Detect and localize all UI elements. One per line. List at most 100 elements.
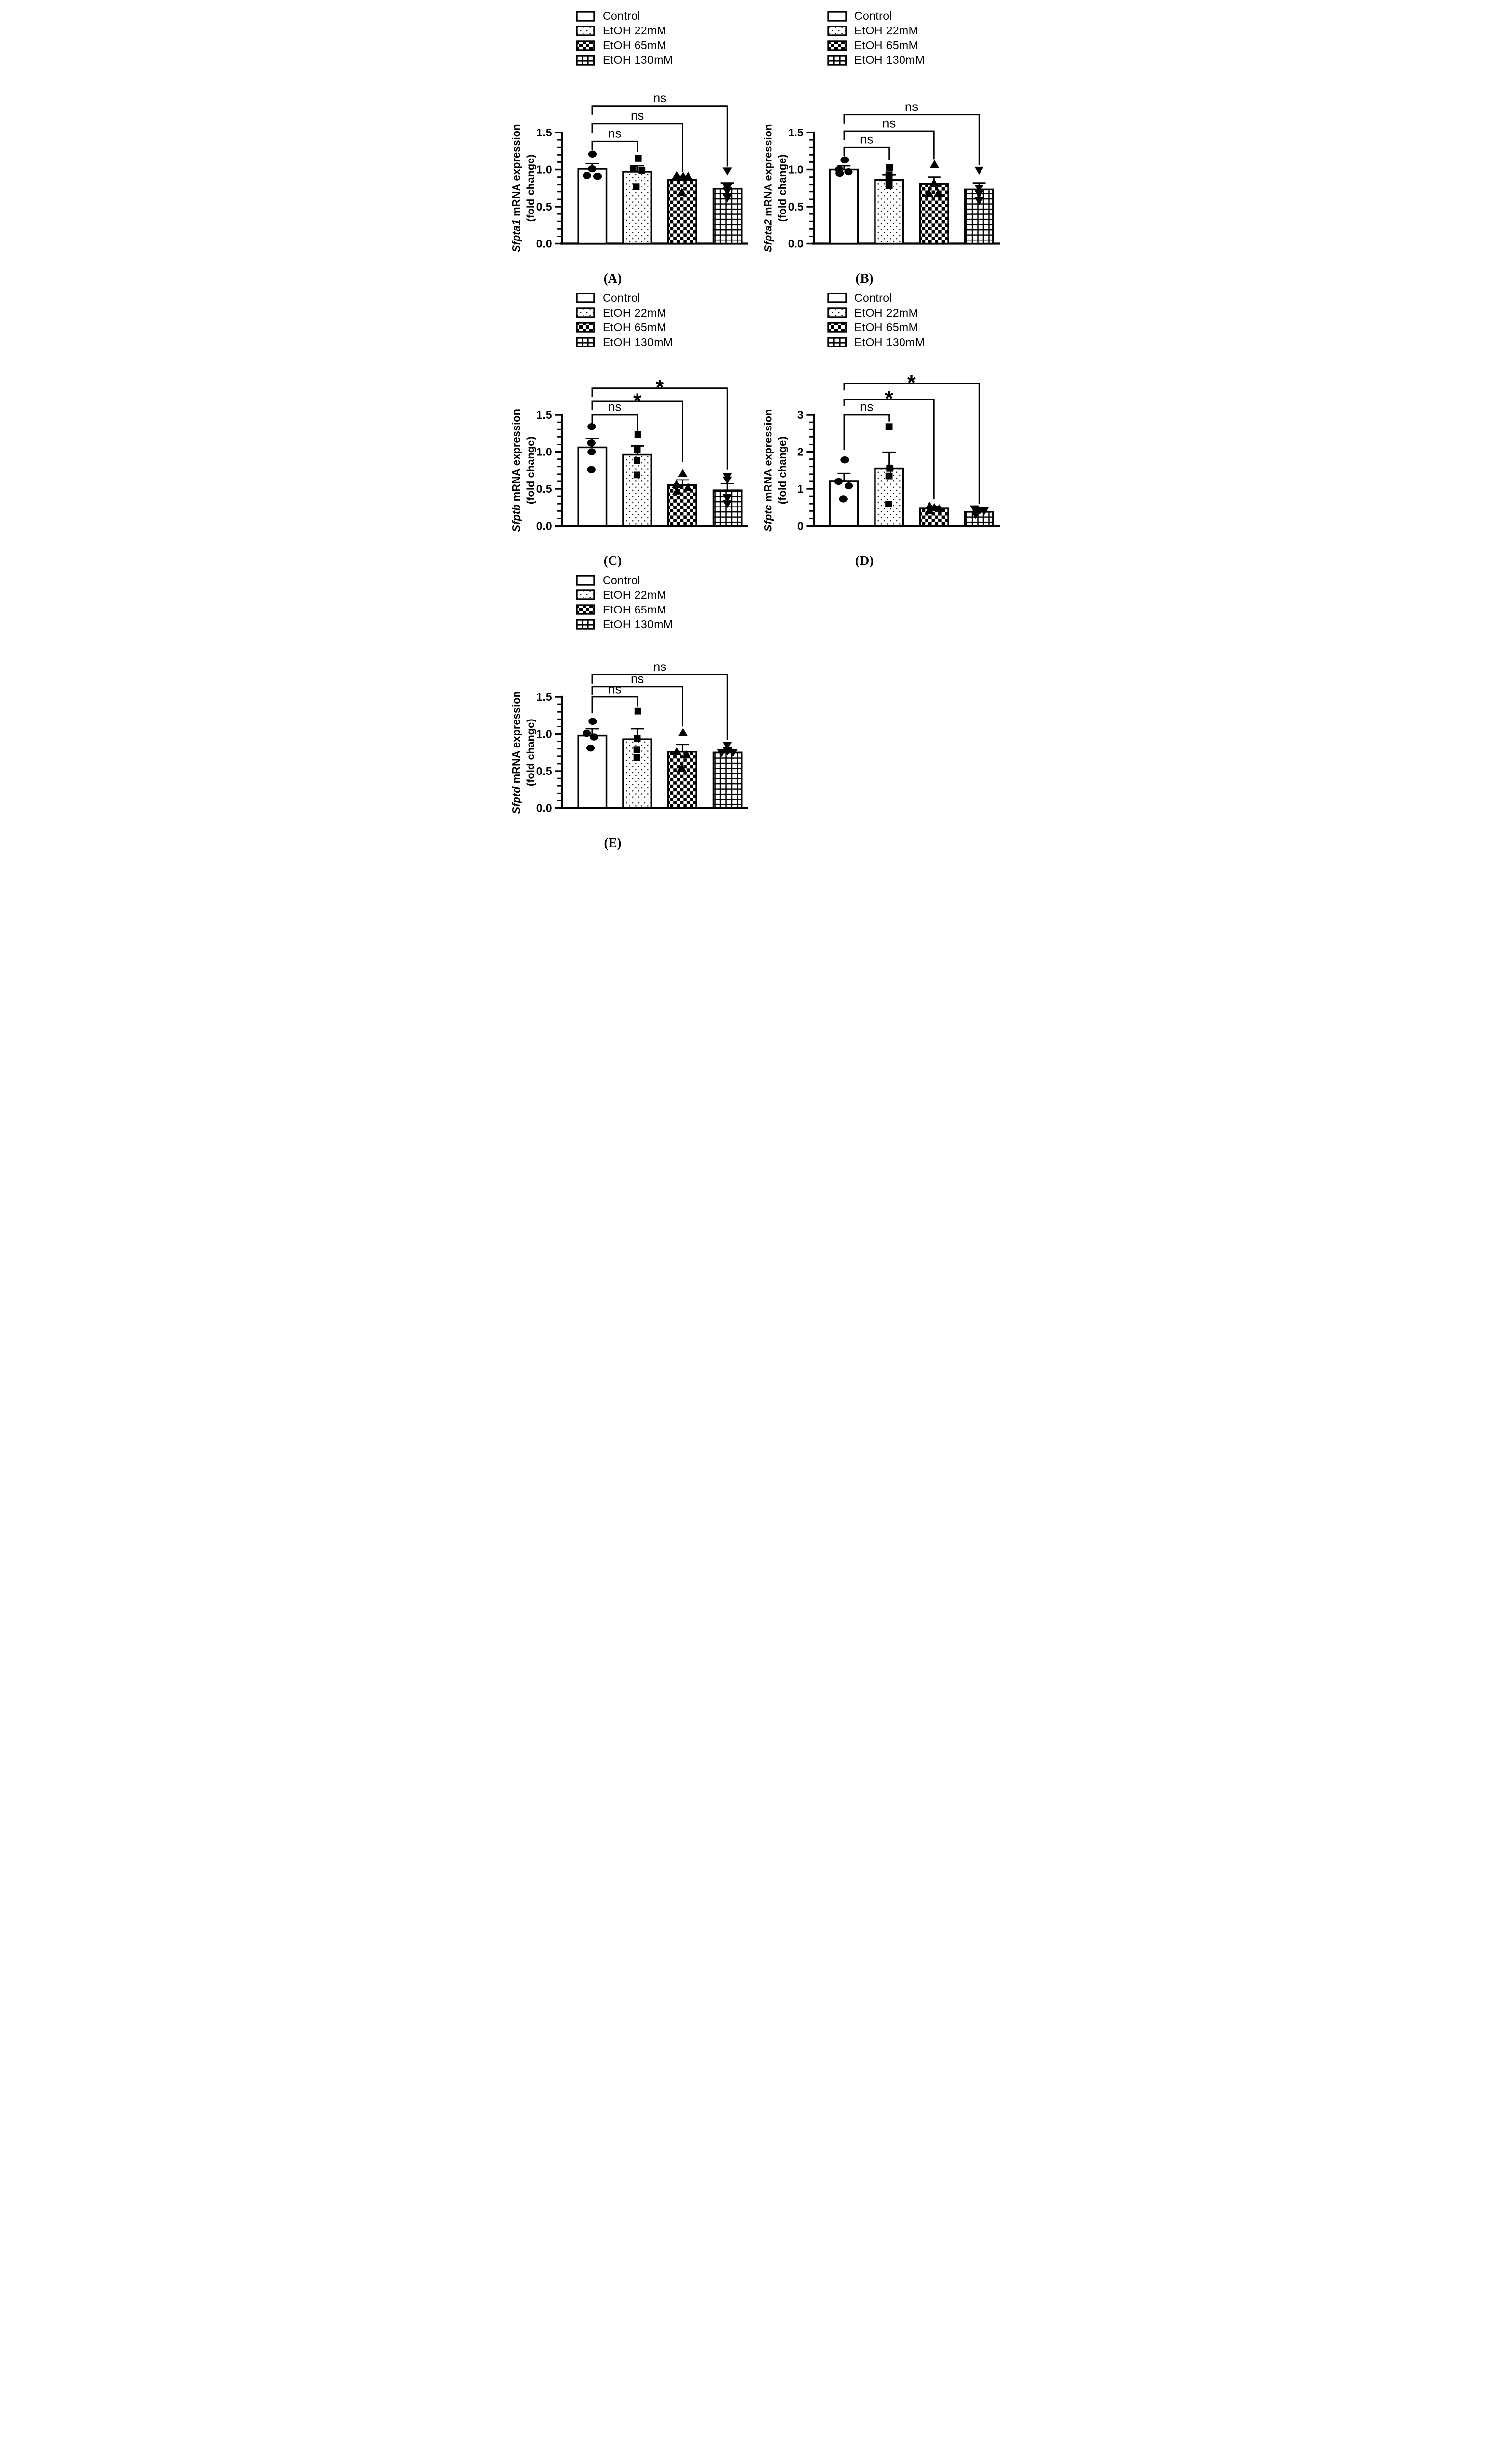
legend-item-etoh-22mm: EtOH 22mM — [827, 306, 1008, 320]
legend-swatch-dots — [576, 307, 595, 319]
svg-text:1.5: 1.5 — [536, 691, 552, 703]
svg-text:Sfptc mRNA expression: Sfptc mRNA expression — [762, 409, 774, 532]
sig-bracket-3: * — [843, 371, 980, 504]
points-etoh-22mm — [633, 707, 641, 761]
sig-bracket-1: ns — [591, 400, 638, 432]
svg-text:1.0: 1.0 — [536, 446, 552, 458]
svg-text:ns: ns — [905, 100, 918, 114]
bar-etoh-65mm — [667, 175, 697, 245]
svg-text:Sfpta1 mRNA expression: Sfpta1 mRNA expression — [510, 124, 523, 252]
legend-item-control: Control — [827, 292, 1008, 305]
svg-text:1.5: 1.5 — [788, 126, 804, 139]
legend-swatch-open — [576, 10, 595, 22]
svg-text:1.0: 1.0 — [536, 163, 552, 176]
legend-item-etoh-65mm: EtOH 65mM — [576, 39, 756, 52]
legend-item-etoh-65mm: EtOH 65mM — [827, 39, 1008, 52]
points-etoh-65mm — [672, 469, 693, 495]
points-etoh-65mm — [924, 160, 944, 197]
legend-label: EtOH 130mM — [854, 335, 925, 348]
sig-bracket-3: ns — [591, 91, 728, 167]
points-control — [835, 156, 853, 177]
bar-etoh-130mm — [712, 748, 743, 809]
legend-label: EtOH 130mM — [603, 617, 673, 631]
chart-canvas-D: 0 1 2 3 Sfptc mRNA expression (fold change) — [762, 371, 1000, 533]
legend-item-etoh-130mm: EtOH 130mM — [576, 336, 756, 349]
bar-etoh-22mm — [622, 165, 653, 245]
legend-item-etoh-22mm: EtOH 22mM — [576, 306, 756, 320]
points-etoh-65mm — [925, 501, 944, 514]
legend-label: EtOH 130mM — [603, 53, 673, 66]
sig-bracket-1: ns — [591, 682, 638, 714]
points-etoh-130mm — [717, 741, 738, 757]
legend-item-control: Control — [576, 9, 756, 23]
points-etoh-65mm — [672, 728, 691, 772]
y-axis-label: Sfpta2 mRNA expression (fold change) — [762, 124, 789, 252]
svg-text:Sfpta2 mRNA expression: Sfpta2 mRNA expression — [762, 124, 774, 252]
error-bar — [837, 165, 851, 170]
caption-B: (B) — [855, 270, 874, 286]
svg-text:(fold change): (fold change) — [776, 436, 788, 504]
sig-bracket-3: ns — [843, 100, 980, 165]
legend-label: Control — [603, 573, 640, 587]
svg-text:*: * — [633, 389, 642, 413]
chart-canvas-E: 0.0 0.5 1.0 1.5 Sfptd mRNA expression (fold… — [510, 660, 748, 815]
legend-swatch-checker — [827, 322, 847, 333]
y-tick-labels: 0.0 0.5 1.0 1.5 — [536, 126, 552, 250]
svg-text:*: * — [885, 387, 894, 411]
svg-text:1.5: 1.5 — [536, 408, 552, 421]
error-bar — [675, 479, 689, 485]
legend-item-etoh-22mm: EtOH 22mM — [576, 24, 756, 37]
bar-control — [577, 728, 608, 809]
chart-canvas-A: 0.0 0.5 1.0 1.5 Sfpta1 mRNA expression (fol… — [510, 91, 748, 252]
points-etoh-22mm — [629, 155, 646, 190]
panel-D: Control EtOH 22mM — [756, 286, 1008, 568]
svg-text:1.0: 1.0 — [788, 163, 804, 176]
y-ticks — [555, 132, 562, 245]
points-control — [587, 423, 596, 473]
sig-bracket-1: ns — [843, 400, 890, 450]
legend-A: Control EtOH 22mM — [576, 8, 756, 68]
svg-text:1: 1 — [797, 482, 804, 495]
legend-swatch-open — [576, 575, 595, 586]
legend-swatch-grid — [576, 619, 595, 630]
svg-text:3: 3 — [797, 408, 804, 421]
points-etoh-130mm — [722, 473, 732, 508]
sig-bracket-3: ns — [591, 660, 728, 740]
sig-bracket-2: ns — [591, 109, 683, 172]
legend-item-control: Control — [576, 292, 756, 305]
bar-etoh-22mm — [874, 451, 904, 527]
bar-control — [577, 163, 608, 245]
legend-swatch-grid — [576, 337, 595, 348]
sig-bracket-1: ns — [591, 127, 638, 152]
legend-D: Control EtOH 22mM — [827, 290, 1008, 350]
chart-canvas-B: 0.0 0.5 1.0 1.5 Sfpta2 mRNA expression (fol… — [762, 100, 1000, 252]
bar-control — [829, 472, 859, 527]
svg-text:0: 0 — [797, 520, 804, 533]
legend-item-etoh-65mm: EtOH 65mM — [576, 603, 756, 616]
bar-control — [829, 165, 859, 245]
sig-bracket-2: * — [591, 389, 683, 462]
svg-text:(fold change): (fold change) — [524, 154, 536, 222]
legend-swatch-checker — [827, 40, 847, 51]
legend-item-etoh-130mm: EtOH 130mM — [576, 618, 756, 631]
bar-etoh-65mm — [919, 176, 949, 245]
legend-label: EtOH 22mM — [603, 588, 667, 601]
svg-text:ns: ns — [882, 116, 896, 130]
panel-B: Control EtOH 22mM — [756, 4, 1008, 286]
legend-B: Control EtOH 22mM — [827, 8, 1008, 68]
legend-swatch-grid — [576, 54, 595, 66]
caption-C: (C) — [603, 553, 622, 568]
points-control — [583, 150, 602, 180]
legend-item-etoh-22mm: EtOH 22mM — [827, 24, 1008, 37]
svg-text:ns: ns — [653, 91, 666, 105]
svg-text:ns: ns — [631, 109, 644, 123]
panel-E: Control EtOH 22mM — [504, 568, 756, 851]
legend-label: Control — [854, 9, 892, 22]
sig-bracket-1: ns — [843, 133, 890, 160]
legend-swatch-checker — [576, 322, 595, 333]
svg-text:0.0: 0.0 — [536, 802, 552, 815]
points-etoh-130mm — [974, 166, 984, 206]
figure: Control EtOH 22mM — [504, 0, 1008, 860]
legend-label: Control — [603, 9, 640, 22]
svg-text:0.0: 0.0 — [788, 238, 804, 250]
